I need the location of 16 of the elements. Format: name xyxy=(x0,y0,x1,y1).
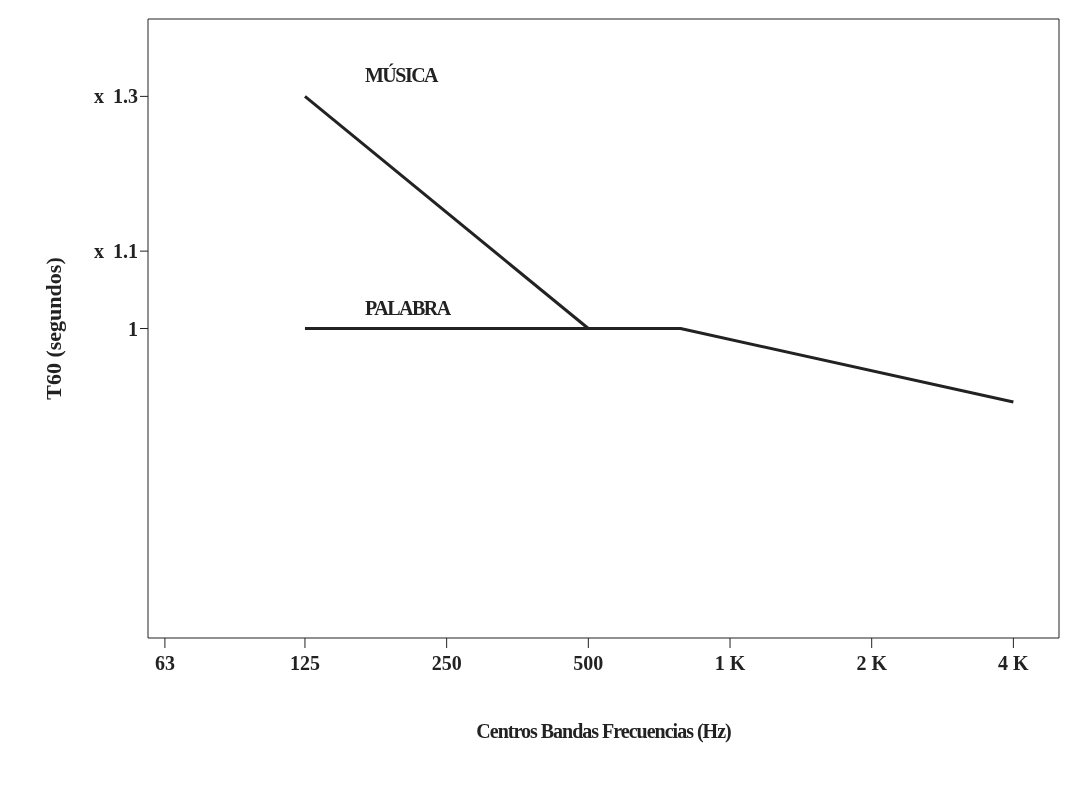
text: MÚSICA xyxy=(364,63,440,87)
series-label: PALABRA xyxy=(364,296,452,319)
x-tick-label: 2 K xyxy=(856,652,888,675)
y-tick-label: 1 xyxy=(128,317,138,340)
x-axis-title: Centros Bandas Frecuencias (Hz) xyxy=(476,720,732,743)
y-tick-label: 1.1 xyxy=(113,240,138,263)
x-tick-label: 63 xyxy=(154,652,175,675)
text: x xyxy=(94,85,104,108)
y-axis-title: T60 (segundos) xyxy=(40,257,66,400)
x-tick-label: 1 K xyxy=(714,652,746,675)
x-tick-label: 250 xyxy=(431,652,462,675)
x-tick-label: 4 K xyxy=(998,652,1030,675)
x-tick-label: 125 xyxy=(289,652,320,675)
text: x xyxy=(94,240,104,263)
y-tick-label: 1.3 xyxy=(113,85,138,108)
x-tick-label: 500 xyxy=(573,652,604,675)
